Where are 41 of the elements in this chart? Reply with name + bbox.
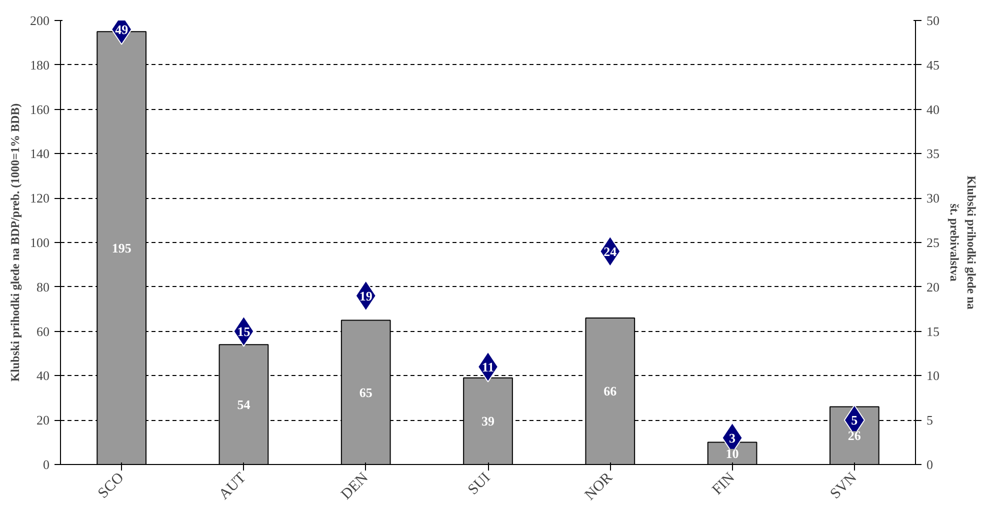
data-label: 66 xyxy=(604,384,618,399)
x-tick-label: FIN xyxy=(710,470,738,498)
y-tick-label: 0 xyxy=(43,457,50,472)
data-label: 19 xyxy=(359,288,373,304)
data-label: 39 xyxy=(482,414,495,429)
y2-tick-label: 5 xyxy=(926,412,933,428)
y-tick-label: 20 xyxy=(36,412,50,428)
data-label: 11 xyxy=(482,359,494,374)
y2-tick-label: 20 xyxy=(926,279,940,294)
y2-tick-label: 40 xyxy=(926,102,940,117)
y2-tick-label: 35 xyxy=(926,146,940,162)
y-tick-label: 120 xyxy=(30,190,50,206)
y-tick-label: 160 xyxy=(30,102,50,117)
y2-axis-title: Klubski prihodki glede na št. prebivalstva xyxy=(948,176,978,310)
y-tick-label: 100 xyxy=(30,235,50,250)
data-label: 5 xyxy=(851,412,858,428)
y-tick-label: 200 xyxy=(30,13,50,28)
y-tick-label: 60 xyxy=(36,324,50,339)
y2-tick-label: 15 xyxy=(926,324,940,339)
y2-tick-label: 0 xyxy=(926,457,933,472)
y-tick-label: 180 xyxy=(30,57,50,72)
data-label: 49 xyxy=(115,22,129,37)
data-label: 15 xyxy=(237,324,251,339)
y2-tick-label: 25 xyxy=(926,235,940,250)
data-label: 195 xyxy=(112,240,132,256)
data-label: 54 xyxy=(237,397,251,412)
data-label: 10 xyxy=(726,446,739,461)
y2-tick-label: 30 xyxy=(926,190,940,206)
x-tick-label: SUI xyxy=(465,470,494,498)
y-tick-label: 40 xyxy=(36,368,50,384)
data-label: 26 xyxy=(848,428,862,444)
data-label: 65 xyxy=(359,384,373,400)
y2-tick-label: 50 xyxy=(926,13,940,28)
y-axis-title: Klubski prihodki glede na BDP/preb. (1000=1% BDB) xyxy=(8,103,22,382)
y-tick-label: 80 xyxy=(36,279,50,294)
y2-tick-label: 10 xyxy=(926,368,940,384)
data-label: 3 xyxy=(729,430,736,446)
x-tick-label: SCO xyxy=(95,470,128,502)
data-label: 24 xyxy=(604,244,618,259)
y-tick-label: 140 xyxy=(30,146,50,162)
y2-tick-label: 45 xyxy=(926,57,940,72)
